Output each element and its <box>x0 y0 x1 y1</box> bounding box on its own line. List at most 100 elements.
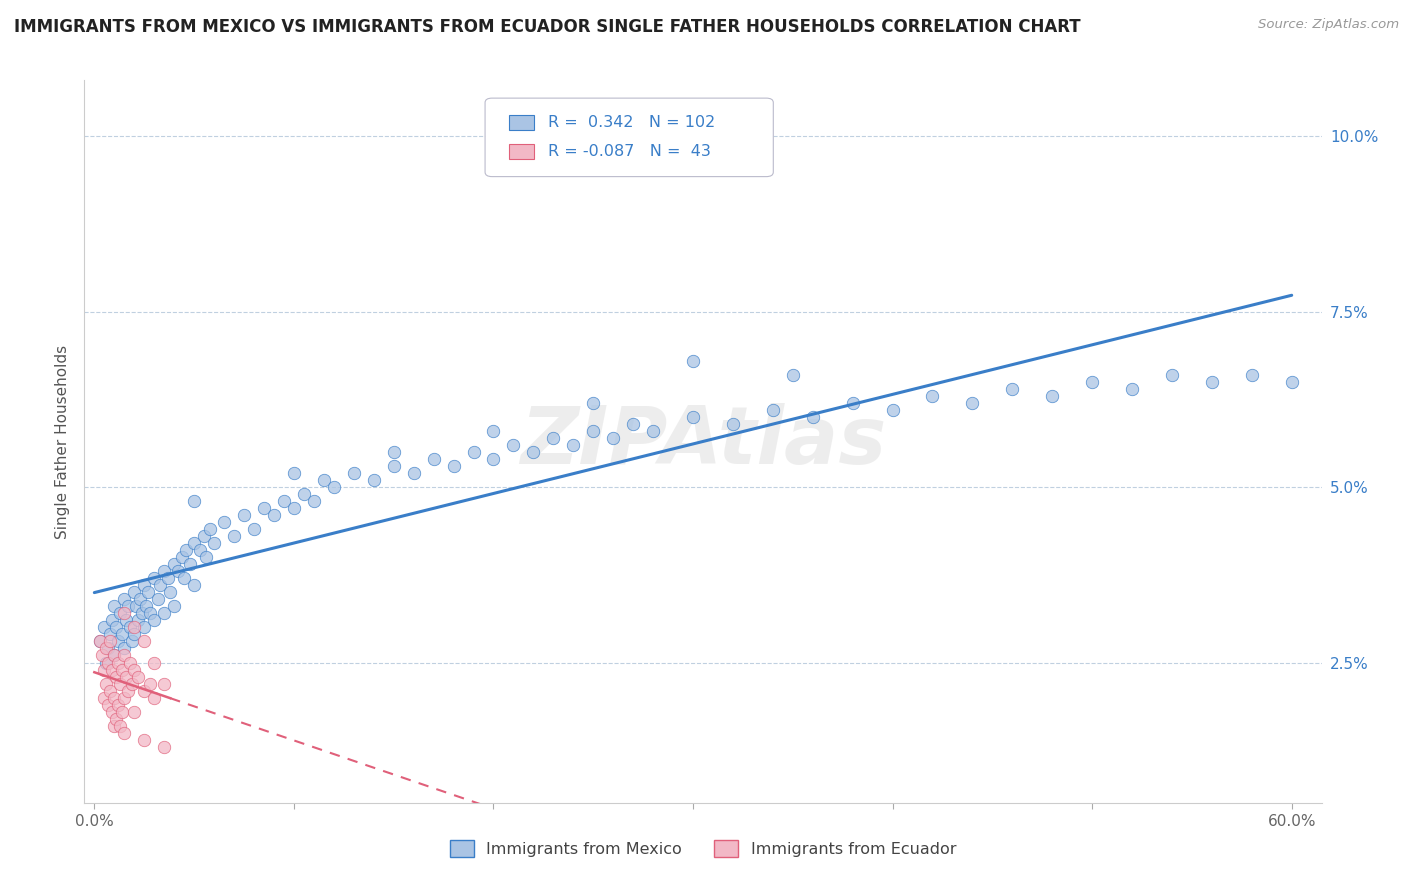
Point <box>682 409 704 424</box>
Text: IMMIGRANTS FROM MEXICO VS IMMIGRANTS FROM ECUADOR SINGLE FATHER HOUSEHOLDS CORRE: IMMIGRANTS FROM MEXICO VS IMMIGRANTS FRO… <box>14 18 1081 36</box>
Point <box>139 607 162 621</box>
Point <box>139 676 162 690</box>
Point <box>93 663 115 677</box>
Point <box>443 459 465 474</box>
Point <box>502 438 524 452</box>
Point <box>312 473 335 487</box>
Point <box>117 683 139 698</box>
Point <box>111 705 134 719</box>
Point <box>153 676 176 690</box>
Point <box>233 508 256 523</box>
Point <box>562 438 585 452</box>
Point <box>120 620 142 634</box>
Point <box>198 522 221 536</box>
Point <box>202 536 225 550</box>
Point <box>96 656 118 670</box>
Point <box>97 656 120 670</box>
Point <box>962 396 984 410</box>
Point <box>103 648 125 663</box>
Point <box>98 627 121 641</box>
Point <box>110 607 132 621</box>
Point <box>1040 389 1063 403</box>
Point <box>283 466 305 480</box>
Point <box>122 585 145 599</box>
Point <box>721 417 744 431</box>
Point <box>582 396 605 410</box>
Point <box>136 585 159 599</box>
Legend: Immigrants from Mexico, Immigrants from Ecuador: Immigrants from Mexico, Immigrants from … <box>443 834 963 863</box>
Point <box>782 368 804 382</box>
Point <box>143 614 166 628</box>
Point <box>97 698 120 712</box>
Point <box>482 424 505 438</box>
Point <box>682 354 704 368</box>
Point <box>1121 382 1143 396</box>
Point <box>98 683 121 698</box>
Point <box>762 403 785 417</box>
Text: Source: ZipAtlas.com: Source: ZipAtlas.com <box>1258 18 1399 31</box>
Point <box>107 698 129 712</box>
Point <box>96 641 118 656</box>
Point <box>172 550 194 565</box>
Point <box>134 620 156 634</box>
Point <box>110 718 132 732</box>
Point <box>153 607 176 621</box>
Point <box>183 578 205 592</box>
Point <box>103 648 125 663</box>
Point <box>96 676 118 690</box>
Point <box>1161 368 1184 382</box>
Point <box>122 663 145 677</box>
Point <box>173 571 195 585</box>
Point <box>134 683 156 698</box>
Text: R = -0.087   N =  43: R = -0.087 N = 43 <box>548 145 711 159</box>
Point <box>157 571 180 585</box>
Point <box>127 669 149 683</box>
Point <box>402 466 425 480</box>
Point <box>105 669 128 683</box>
Point <box>188 543 211 558</box>
Point <box>263 508 285 523</box>
Point <box>143 656 166 670</box>
Point <box>167 564 190 578</box>
Point <box>253 501 276 516</box>
Point <box>602 431 624 445</box>
Point <box>93 690 115 705</box>
Point <box>243 522 266 536</box>
Point <box>212 515 235 529</box>
Point <box>148 592 170 607</box>
Point <box>111 627 134 641</box>
Point <box>222 529 245 543</box>
Point <box>621 417 644 431</box>
Point <box>125 599 148 614</box>
Point <box>98 634 121 648</box>
Point <box>1201 375 1223 389</box>
Point <box>111 663 134 677</box>
Point <box>103 718 125 732</box>
Point <box>129 592 152 607</box>
Point <box>921 389 943 403</box>
Point <box>801 409 824 424</box>
Point <box>112 725 135 739</box>
Point <box>115 669 138 683</box>
Point <box>522 445 544 459</box>
Point <box>841 396 863 410</box>
Point <box>110 676 132 690</box>
Point <box>135 599 157 614</box>
Point <box>1001 382 1024 396</box>
Point <box>131 607 153 621</box>
Point <box>273 494 295 508</box>
Point <box>163 558 186 572</box>
Point <box>382 445 405 459</box>
Point <box>463 445 485 459</box>
Point <box>422 452 444 467</box>
Point <box>91 648 114 663</box>
Point <box>107 656 129 670</box>
Point <box>115 614 138 628</box>
Point <box>103 599 125 614</box>
Point <box>179 558 201 572</box>
Point <box>105 620 128 634</box>
Point <box>343 466 366 480</box>
Point <box>582 424 605 438</box>
Point <box>127 614 149 628</box>
Point <box>149 578 172 592</box>
